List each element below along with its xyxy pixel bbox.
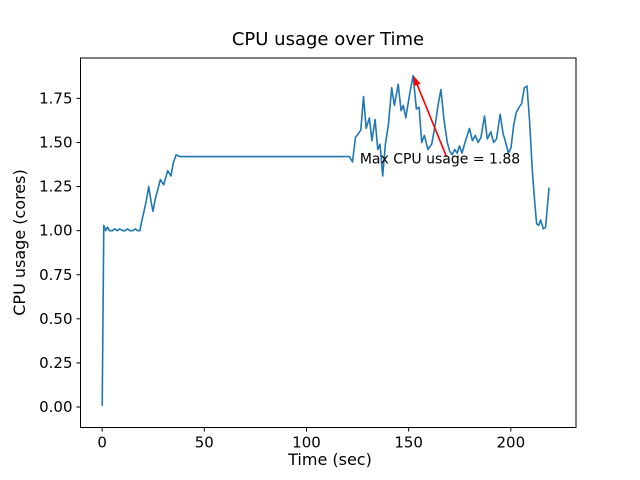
plot-area xyxy=(80,57,577,428)
annotation-label: Max CPU usage = 1.88 xyxy=(360,152,520,168)
x-tick-label: 50 xyxy=(195,434,214,452)
y-tick-label: 1.50 xyxy=(39,133,72,151)
cpu-usage-line xyxy=(101,74,550,407)
x-tick-label: 100 xyxy=(292,434,321,452)
x-tick-label: 0 xyxy=(97,434,107,452)
y-tick-label: 0.00 xyxy=(39,398,72,416)
y-tick-label: 1.75 xyxy=(39,89,72,107)
x-axis-label: Time (sec) xyxy=(287,450,372,469)
y-axis-ticks: 0.00 0.25 0.50 0.75 1.00 1.25 1.50 1.75 xyxy=(39,89,81,416)
y-tick-label: 0.25 xyxy=(39,354,72,372)
annotation-arrowhead xyxy=(413,75,421,87)
annotation-arrow xyxy=(415,82,448,157)
chart-title: CPU usage over Time xyxy=(232,29,424,50)
y-axis-label: CPU usage (cores) xyxy=(10,169,29,315)
x-tick-label: 150 xyxy=(394,434,423,452)
y-tick-label: 0.50 xyxy=(39,310,72,328)
y-tick-label: 1.25 xyxy=(39,178,72,196)
x-axis-ticks: 0 50 100 150 200 xyxy=(97,427,525,452)
x-tick-label: 200 xyxy=(496,434,525,452)
max-cpu-annotation: Max CPU usage = 1.88 xyxy=(360,75,520,168)
y-tick-label: 1.00 xyxy=(39,222,72,240)
y-tick-label: 0.75 xyxy=(39,266,72,284)
